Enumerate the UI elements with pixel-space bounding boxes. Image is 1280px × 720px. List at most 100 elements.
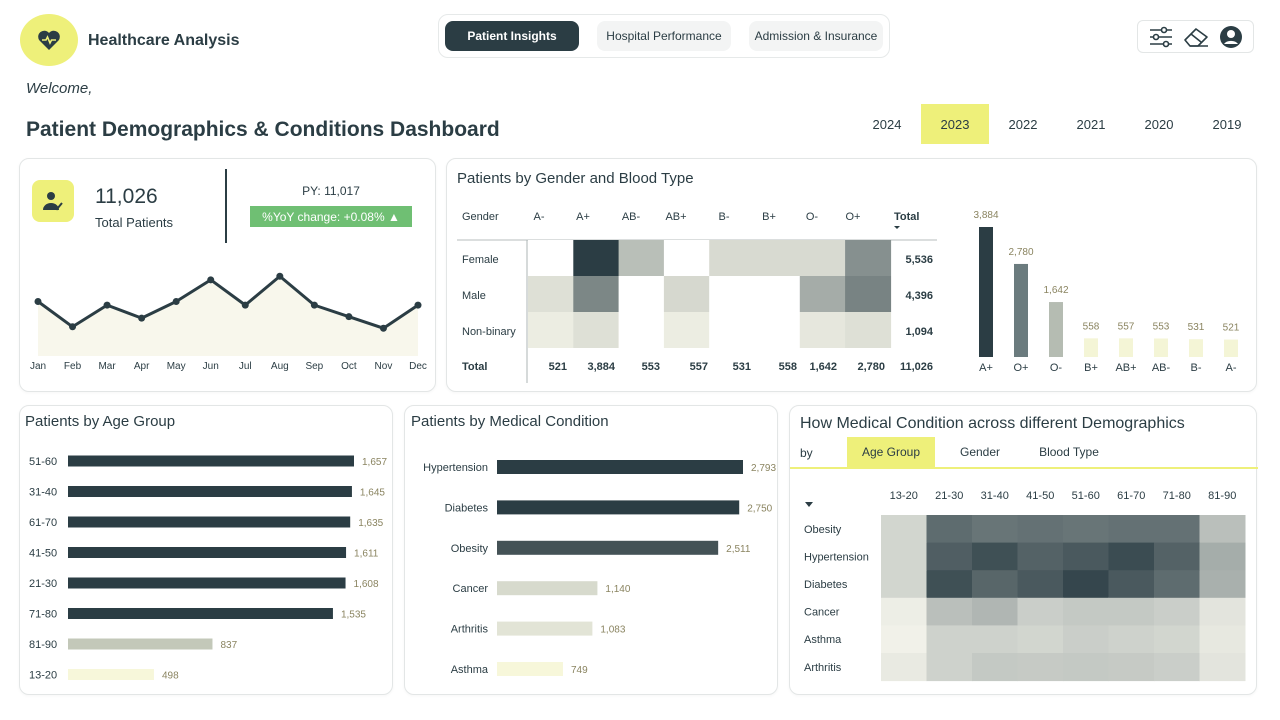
heatmap-cell [972, 542, 1018, 571]
filter-sliders-icon[interactable] [1148, 25, 1174, 49]
heatmap-cell [1154, 542, 1200, 571]
heatmap-column-label: 41-50 [1026, 490, 1054, 502]
matrix-column-total: 558 [779, 361, 797, 373]
blood-type-value-label: 521 [1223, 323, 1240, 334]
kpi-yoy-badge: %YoY change: +0.08% ▲ [250, 206, 412, 227]
matrix-cell [845, 312, 892, 348]
year-2023[interactable]: 2023 [921, 104, 989, 144]
by-gender-button[interactable]: Gender [959, 445, 1001, 459]
matrix-column-label: A+ [576, 211, 590, 223]
year-2021[interactable]: 2021 [1076, 116, 1106, 132]
blood-type-bar [1014, 263, 1028, 357]
matrix-cell [754, 312, 801, 348]
year-2020[interactable]: 2020 [1144, 116, 1174, 132]
condition-demographics-heatmap: 13-20 21-30 31-40 41-50 51-60 61-70 71-80 81-90… [804, 490, 1246, 682]
age-group-value-label: 1,608 [354, 579, 379, 590]
kpi-value: 11,026 [95, 185, 158, 208]
matrix-cell [528, 276, 574, 312]
month-tick-label: Jul [239, 361, 252, 372]
app-logo [20, 14, 78, 66]
matrix-cell [709, 312, 756, 348]
trend-point [69, 323, 77, 331]
trend-point [310, 301, 318, 309]
age-group-bar [68, 516, 351, 528]
heatmap-cell [926, 542, 973, 571]
matrix-row-total: 1,094 [905, 326, 933, 338]
heatmap-cell [972, 653, 1018, 682]
age-group-category-label: 81-90 [29, 639, 57, 651]
heatmap-cell [881, 515, 927, 544]
heatmap-cell [1017, 625, 1064, 654]
month-tick-label: Apr [134, 361, 150, 372]
heatmap-cell [1154, 515, 1200, 544]
medical-condition-value-label: 2,750 [747, 503, 772, 514]
heatmap-cell [1017, 570, 1064, 599]
heatmap-cell [1017, 515, 1064, 544]
monthly-trend-chart: Jan Feb Mar Apr May Jun Jul Aug Sep Oct Nov Dec [30, 272, 427, 372]
by-underline [790, 467, 1258, 469]
medical-condition-value-label: 2,793 [751, 463, 776, 474]
year-2022[interactable]: 2022 [1008, 116, 1038, 132]
matrix-column-total: 2,780 [857, 361, 885, 373]
heatmap-cell [1199, 542, 1246, 571]
medical-condition-value-label: 1,083 [600, 625, 625, 636]
kpi-divider [225, 169, 227, 243]
heart-icon [38, 30, 60, 50]
blood-type-bar [1224, 339, 1238, 357]
blood-type-bar [1084, 338, 1098, 357]
month-tick-label: Sep [305, 361, 323, 372]
trend-line [37, 274, 419, 330]
medical-condition-category-label: Asthma [451, 664, 489, 676]
medical-condition-category-label: Hypertension [423, 462, 488, 474]
age-group-bar [68, 577, 346, 589]
year-2024[interactable]: 2024 [872, 116, 902, 132]
blood-type-category-label: O- [1050, 362, 1063, 374]
medical-condition-category-label: Diabetes [445, 502, 489, 514]
tab-admission-insurance[interactable]: Admission & Insurance [749, 21, 883, 51]
matrix-row-label: Non-binary [462, 326, 516, 338]
tab-hospital-performance[interactable]: Hospital Performance [597, 21, 731, 51]
heatmap-column-label: 31-40 [981, 490, 1009, 502]
trend-point [172, 298, 180, 305]
medical-condition-bar [497, 500, 740, 515]
medical-condition-category-label: Arthritis [451, 624, 489, 636]
matrix-column-total: 553 [642, 361, 660, 373]
medical-condition-card: Patients by Medical Condition Hypertensi… [404, 405, 778, 695]
heatmap-cell [1108, 542, 1155, 571]
gender-blood-title: Patients by Gender and Blood Type [457, 170, 694, 187]
heatmap-column-label: 61-70 [1117, 490, 1145, 502]
medical-condition-bar [497, 460, 743, 474]
age-group-bar-chart: 51-60 1,657 31-40 1,645 61-70 1,635 41-50 1,611… [29, 455, 387, 682]
heatmap-cell [1154, 570, 1200, 599]
user-account-icon[interactable] [1219, 25, 1243, 49]
blood-type-value-label: 553 [1153, 321, 1170, 332]
heatmap-cell [881, 625, 927, 654]
by-age-group-button[interactable]: Age Group [847, 437, 935, 467]
medical-condition-bar [497, 581, 598, 596]
age-group-category-label: 31-40 [29, 487, 57, 499]
medical-condition-bar [497, 621, 593, 636]
medical-condition-title: Patients by Medical Condition [411, 413, 609, 430]
heatmap-column-label: 21-30 [935, 490, 963, 502]
matrix-column-label: AB+ [665, 211, 686, 223]
tab-patient-insights[interactable]: Patient Insights [445, 21, 579, 51]
heatmap-column-label: 13-20 [890, 490, 918, 502]
heatmap-row-label: Arthritis [804, 662, 842, 674]
heatmap-cell [1108, 625, 1155, 654]
heatmap-cell [1063, 653, 1109, 682]
age-group-value-label: 837 [220, 640, 237, 651]
sort-desc-icon [894, 226, 900, 229]
header-toolbar [1137, 20, 1254, 53]
blood-type-category-label: AB- [1152, 362, 1171, 374]
age-group-category-label: 41-50 [29, 548, 57, 560]
heatmap-cell [1063, 597, 1109, 626]
by-blood-type-button[interactable]: Blood Type [1039, 445, 1099, 459]
heatmap-column-label: 51-60 [1072, 490, 1100, 502]
eraser-icon[interactable] [1182, 25, 1210, 49]
blood-type-value-label: 531 [1188, 322, 1205, 333]
year-2019[interactable]: 2019 [1212, 116, 1242, 132]
blood-type-bar [979, 227, 993, 357]
matrix-column-total: 3,884 [587, 361, 615, 373]
matrix-column-label: O- [806, 211, 819, 223]
heatmap-cell [926, 625, 973, 654]
